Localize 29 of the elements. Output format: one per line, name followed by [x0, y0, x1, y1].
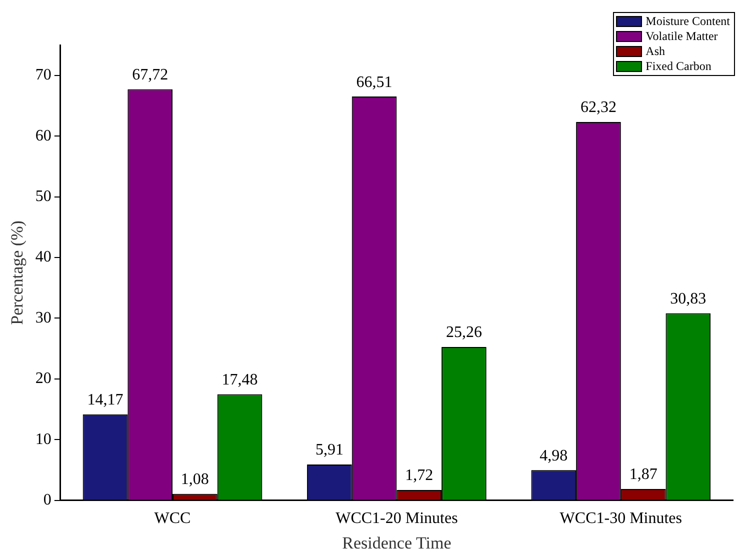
y-tick-label: 70 — [35, 66, 52, 84]
legend-label: Fixed Carbon — [646, 59, 712, 74]
y-tick-label: 50 — [35, 188, 52, 206]
x-axis-title: Residence Time — [342, 533, 452, 552]
data-label: 5,91 — [315, 442, 344, 459]
data-label: 1,08 — [180, 471, 209, 488]
data-label: 66,51 — [356, 74, 392, 91]
y-axis-title: Percentage (%) — [8, 220, 27, 325]
y-tick-label: 10 — [35, 430, 52, 448]
y-tick-label: 20 — [35, 370, 52, 388]
y-tick-label: 40 — [35, 248, 52, 266]
data-label: 4,98 — [540, 447, 568, 464]
legend-label: Ash — [646, 44, 666, 59]
data-label: 67,72 — [132, 66, 168, 84]
data-label: 17,48 — [222, 371, 258, 388]
x-tick-label: WCC — [154, 510, 191, 528]
legend-label: Volatile Matter — [646, 29, 718, 44]
y-tick-label: 0 — [43, 492, 52, 509]
legend-label: Moisture Content — [646, 14, 730, 29]
y-tick-label: 30 — [35, 309, 52, 326]
x-tick-label: WCC1-30 Minutes — [560, 510, 682, 528]
data-label: 30,83 — [670, 290, 706, 308]
y-tick-label: 60 — [35, 127, 52, 144]
x-tick-label: WCC1-20 Minutes — [336, 510, 458, 528]
data-label: 62,32 — [580, 99, 616, 116]
data-label: 1,87 — [629, 466, 658, 484]
data-label: 25,26 — [446, 324, 482, 342]
data-label: 14,17 — [87, 392, 124, 409]
data-label: 1,72 — [405, 467, 434, 484]
